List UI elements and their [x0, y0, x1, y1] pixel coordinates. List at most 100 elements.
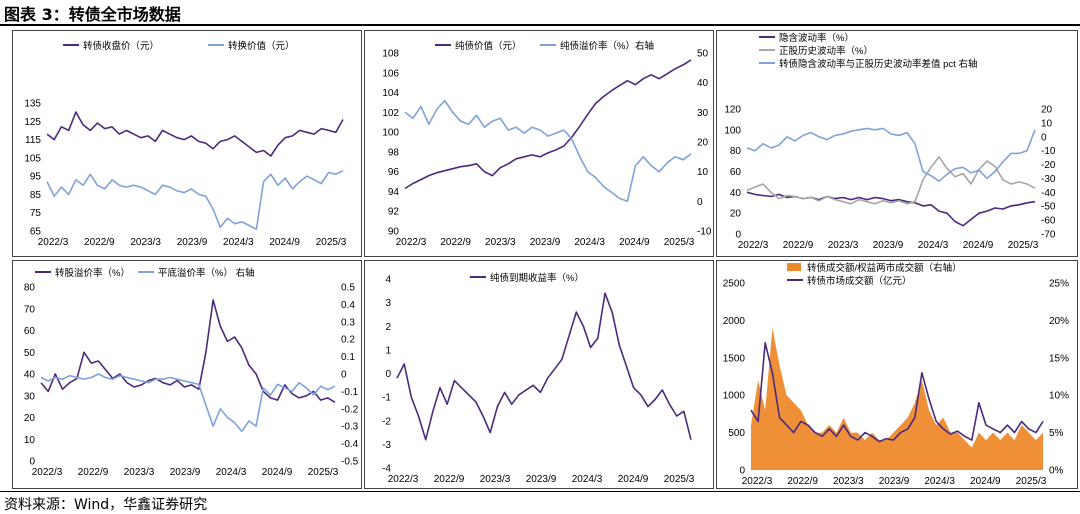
y-tick-label: 0 — [29, 457, 35, 468]
y2-tick-label: 10 — [1041, 118, 1053, 129]
x-tick-label: 2024/3 — [572, 474, 603, 485]
y-tick-label: 80 — [730, 146, 742, 157]
x-tick-label: 2023/3 — [124, 467, 155, 478]
x-tick-label: 2024/9 — [619, 237, 650, 248]
source-note: 资料来源：Wind，华鑫证券研究 — [4, 497, 208, 513]
y2-tick-label: 20 — [697, 138, 709, 149]
x-tick-label: 2025/3 — [1008, 240, 1039, 251]
chart-panel-6: 0 500 1000 1500 2000 2500 0% 5% 10% 15% 20% 25% 2022… — [716, 260, 1078, 489]
legend-label: 纯债溢价率（%）右轴 — [560, 40, 654, 52]
legend-label: 转换价值（元） — [228, 40, 295, 52]
chart-svg: 90 92 94 96 98 100 102 104 106 108 -10 0 10 20 30 40 50 2… — [382, 40, 712, 248]
x-tick-label: 2024/3 — [924, 476, 955, 487]
y-tick-label: 2 — [385, 322, 391, 333]
x-tick-label: 2022/9 — [434, 474, 465, 485]
x-tick-label: 2022/9 — [440, 237, 471, 248]
y-tick-label: 3 — [385, 298, 391, 309]
y-tick-label: 106 — [382, 68, 399, 79]
legend-label: 平底溢价率（%） 右轴 — [158, 267, 255, 279]
y2-tick-label: -30 — [1041, 174, 1056, 185]
y2-tick-label: -70 — [1041, 230, 1056, 241]
y-tick-label: 50 — [24, 348, 36, 359]
x-tick-label: 2024/3 — [574, 237, 605, 248]
y-tick-label: 1500 — [723, 353, 746, 364]
x-tick-label: 2025/3 — [664, 237, 695, 248]
x-tick-label: 2023/9 — [530, 237, 561, 248]
y-tick-label: 102 — [382, 108, 399, 119]
x-tick-label: 2024/9 — [262, 467, 293, 478]
x-tick-label: 2023/9 — [526, 474, 557, 485]
y2-tick-label: 10 — [697, 167, 709, 178]
chart-panel-5: -4 -3 -2 -1 0 1 2 3 4 2022/3 2022/9 2023/3 2023/9 202… — [364, 260, 714, 489]
x-tick-label: 2022/9 — [783, 240, 814, 251]
y-tick-label: 104 — [382, 88, 399, 99]
y2-tick-label: -0.4 — [341, 439, 359, 450]
x-tick-label: 2024/9 — [963, 240, 994, 251]
x-tick-label: 2025/3 — [308, 467, 339, 478]
y2-tick-label: 0.5 — [341, 283, 355, 294]
x-tick-label: 2022/9 — [84, 237, 115, 248]
y2-tick-label: -0.3 — [341, 422, 359, 433]
y-tick-label: 96 — [388, 167, 400, 178]
legend-label: 纯债价值（元） — [455, 40, 522, 52]
y-tick-label: 100 — [382, 128, 399, 139]
y-tick-label: 30 — [24, 391, 36, 402]
y2-tick-label: -40 — [1041, 188, 1056, 199]
y-tick-label: -1 — [382, 393, 391, 404]
y-tick-label: 92 — [388, 207, 400, 218]
x-tick-label: 2023/3 — [485, 237, 516, 248]
y2-tick-label: -0.2 — [341, 404, 359, 415]
series-line — [40, 373, 336, 433]
y-tick-label: 500 — [728, 428, 745, 439]
x-tick-label: 2023/9 — [879, 476, 910, 487]
chart-svg: 0 500 1000 1500 2000 2500 0% 5% 10% 15% 20% 25% 2022… — [723, 262, 1069, 487]
y-tick-label: 98 — [388, 147, 400, 158]
y-tick-label: 0 — [739, 466, 745, 477]
title-rule — [0, 24, 1080, 26]
y2-tick-label: 20% — [1049, 316, 1069, 327]
y2-tick-label: 20 — [1041, 105, 1053, 116]
x-tick-label: 2024/3 — [918, 240, 949, 251]
x-tick-label: 2023/3 — [833, 476, 864, 487]
y-tick-label: 135 — [24, 99, 41, 110]
y-tick-label: 4 — [385, 275, 391, 286]
bottom-rule — [0, 491, 1080, 492]
y-tick-label: 100 — [724, 125, 741, 136]
series-line — [40, 299, 336, 403]
series-line — [750, 342, 1044, 443]
x-tick-label: 2025/3 — [664, 474, 695, 485]
chart-panel-4: 0 10 20 30 40 50 60 70 80 -0.5 -0.4 -0.3 -0.2 -0.1 0 0.… — [12, 260, 362, 489]
y-tick-label: 10 — [24, 435, 36, 446]
y-tick-label: 2000 — [723, 316, 746, 327]
y-tick-label: 80 — [24, 283, 36, 294]
y-tick-label: 70 — [24, 304, 36, 315]
x-tick-label: 2022/3 — [396, 237, 427, 248]
x-tick-label: 2022/3 — [32, 467, 63, 478]
legend-label: 转债收盘价（元） — [83, 40, 159, 52]
y-tick-label: 65 — [30, 227, 42, 238]
x-tick-label: 2022/9 — [787, 476, 818, 487]
series-line — [396, 292, 692, 441]
series-line — [404, 99, 692, 203]
y-tick-label: 95 — [30, 172, 42, 183]
y-tick-label: 20 — [24, 413, 36, 424]
x-tick-label: 2024/9 — [970, 476, 1001, 487]
y-tick-label: 40 — [24, 370, 36, 381]
legend-label: 正股历史波动率（%） — [779, 45, 873, 57]
legend-label: 转债隐含波动率与正股历史波动率差值 pct 右轴 — [779, 58, 977, 70]
y2-tick-label: -60 — [1041, 216, 1056, 227]
x-tick-label: 2025/3 — [316, 237, 347, 248]
y2-tick-label: 10% — [1049, 391, 1069, 402]
series-line — [746, 127, 1036, 182]
y2-tick-label: 0.1 — [341, 352, 355, 363]
y2-tick-label: 15% — [1049, 353, 1069, 364]
y2-tick-label: 30 — [697, 108, 709, 119]
x-tick-label: 2022/3 — [388, 474, 419, 485]
x-tick-label: 2024/3 — [223, 237, 254, 248]
series-line — [746, 156, 1036, 205]
y-tick-label: 0 — [385, 369, 391, 380]
y-tick-label: 105 — [24, 153, 41, 164]
y2-tick-label: 0 — [1041, 132, 1047, 143]
y2-tick-label: 0.4 — [341, 300, 355, 311]
y-tick-label: 85 — [30, 190, 42, 201]
